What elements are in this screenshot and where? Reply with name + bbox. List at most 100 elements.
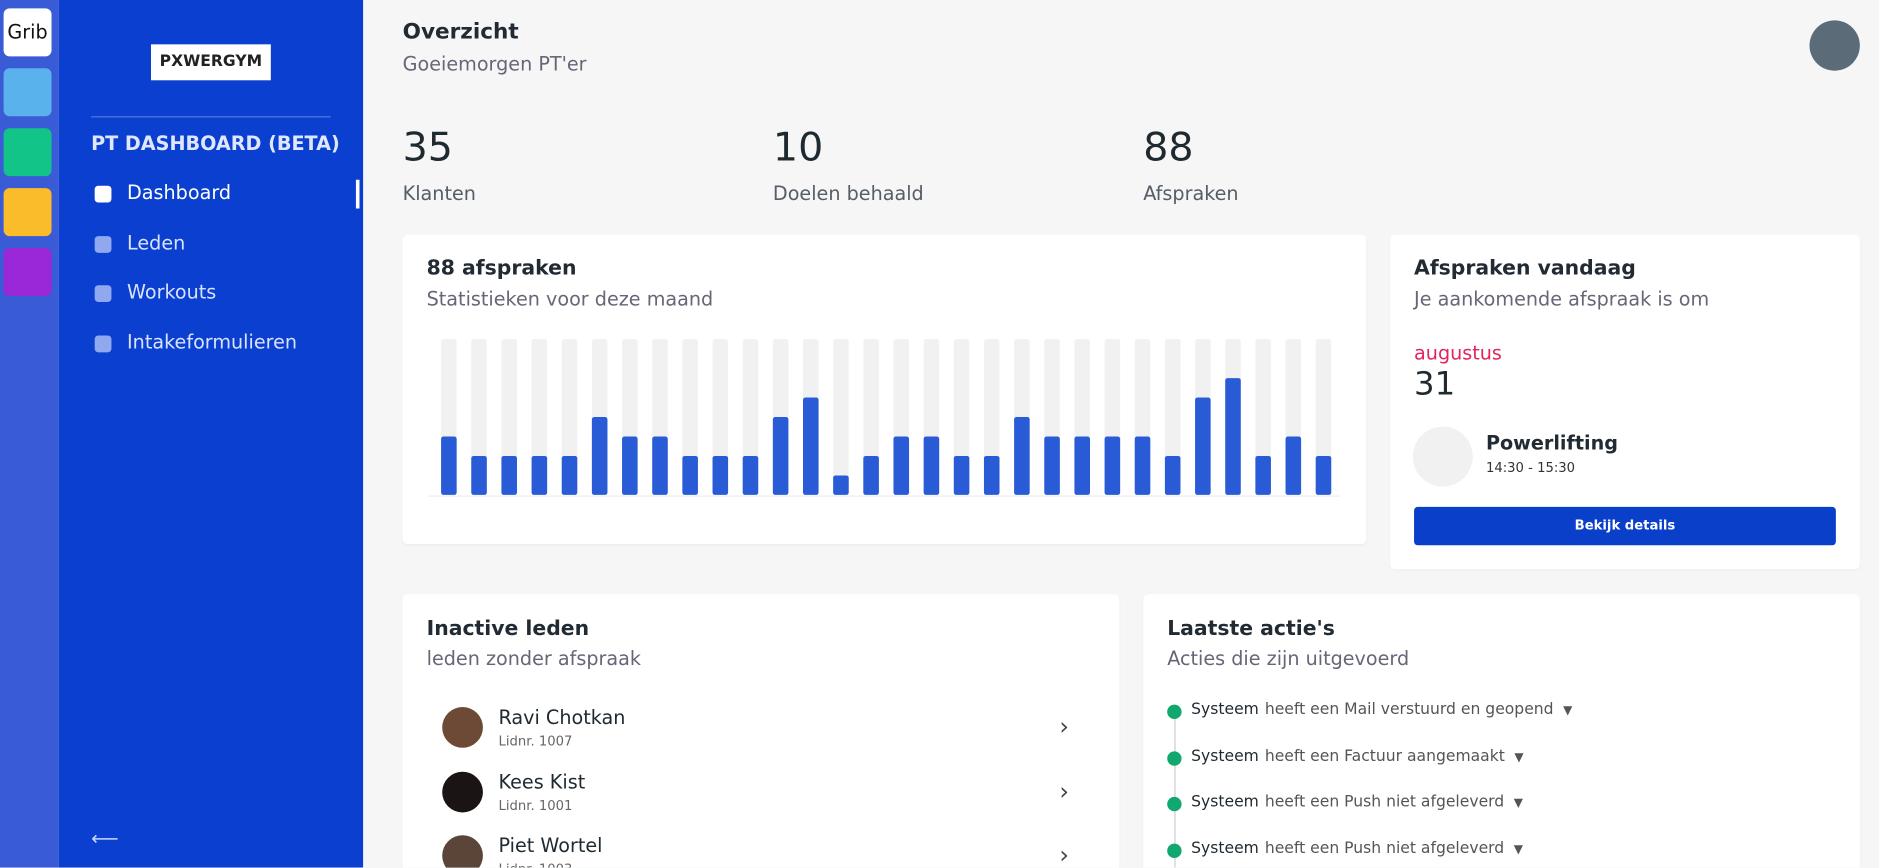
nav-icon[interactable] (94, 235, 112, 253)
event-icon (1412, 426, 1473, 487)
action-row: Systeem heeft een Mail verstuurd en geope… (1191, 701, 1572, 719)
member-id: Lidnr. 1003 (499, 862, 573, 868)
divider (91, 116, 331, 118)
action-actor: Systeem (1191, 747, 1259, 766)
member-name[interactable]: Ravi Chotkan (498, 705, 626, 729)
chevron[interactable]: › (1059, 775, 1069, 805)
details-button[interactable]: Bekijk details (1414, 506, 1836, 546)
inactive-title: Inactive leden (426, 617, 590, 642)
member-name[interactable]: Piet Wortel (498, 834, 603, 857)
logo[interactable]: PXWERGYM (150, 44, 271, 81)
actions-subtitle: Acties die zijn uitgevoerd (1167, 647, 1410, 670)
day: 31 (1414, 365, 1456, 403)
bar (863, 455, 879, 495)
chart-title: 88 afspraken (426, 256, 577, 281)
stat-label: Afspraken (1143, 182, 1239, 205)
member-id: Lidnr. 1001 (498, 797, 573, 814)
bar-track (1164, 339, 1181, 495)
inactive-subtitle: leden zonder afspraak (426, 647, 641, 670)
action-text: heeft een Mail verstuurd en geopend (1264, 701, 1554, 720)
bar (441, 436, 457, 495)
bar (501, 455, 517, 495)
bar (531, 455, 548, 495)
action-text: heeft een Push niet afgeleverd (1264, 793, 1505, 812)
bar (772, 417, 789, 495)
app-icon[interactable]: Grib (3, 8, 52, 57)
section-title: PT DASHBOARD (BETA) (91, 131, 340, 155)
bar (1315, 455, 1332, 495)
action-actor: Systeem (1191, 793, 1259, 812)
bar (471, 455, 487, 495)
chevron[interactable]: › (1059, 840, 1069, 868)
action-text: heeft een Push niet afgeleverd (1264, 839, 1505, 858)
bar (1014, 417, 1030, 495)
bar (591, 417, 608, 495)
action-actor: Systeem (1191, 701, 1259, 720)
event-name: Powerlifting (1485, 431, 1618, 455)
chart (429, 339, 1340, 497)
bar (1164, 455, 1181, 495)
chart-subtitle: Statistieken voor deze maand (426, 287, 714, 311)
bar-track (561, 339, 578, 495)
bar-track (471, 339, 487, 495)
bar-track (501, 339, 517, 495)
bar (652, 436, 668, 495)
nav-item[interactable]: Workouts (127, 280, 217, 304)
bar (1225, 378, 1241, 495)
expand-caret[interactable]: ▼ (1563, 704, 1573, 718)
bar-track (983, 339, 1000, 495)
stat-value: 10 (772, 123, 824, 171)
bar-track (682, 339, 698, 495)
bar (1044, 436, 1060, 495)
member-name[interactable]: Kees Kist (498, 769, 586, 793)
timeline (1174, 714, 1176, 868)
bar (622, 436, 638, 495)
bar-track (742, 339, 759, 495)
event-time: 14:30 - 15:30 (1485, 460, 1576, 476)
member-avatar (442, 771, 483, 812)
expand-caret[interactable]: ▼ (1513, 796, 1523, 811)
action-row: Systeem heeft een Push niet afgeleverd ▼ (1191, 839, 1523, 857)
app-icon[interactable] (3, 68, 52, 117)
bar (923, 436, 940, 495)
nav-item[interactable]: Leden (127, 230, 186, 254)
bar-track (531, 339, 548, 495)
action-row: Systeem heeft een Factuur aangemaakt ▼ (1191, 747, 1524, 765)
month: augustus (1414, 341, 1502, 365)
bar (1104, 436, 1121, 495)
member-avatar (442, 707, 483, 748)
member-avatar (442, 835, 483, 868)
expand-caret[interactable]: ▼ (1514, 750, 1524, 764)
bar (833, 475, 849, 495)
bar-track (953, 339, 970, 495)
nav-icon[interactable] (94, 285, 112, 303)
app-icon[interactable] (3, 188, 52, 237)
action-dot (1167, 796, 1182, 812)
avatar[interactable] (1809, 20, 1860, 71)
bar (1255, 455, 1271, 495)
action-dot (1167, 750, 1182, 766)
page-title: Overzicht (402, 19, 519, 45)
bar-track (1255, 339, 1271, 495)
sidebar (58, 0, 364, 868)
nav-icon[interactable] (94, 185, 112, 203)
collapse-icon[interactable]: ⟵ (91, 826, 119, 850)
bar (561, 455, 578, 495)
member-id: Lidnr. 1007 (498, 733, 573, 749)
action-actor: Systeem (1191, 839, 1259, 858)
expand-caret[interactable]: ▼ (1513, 843, 1523, 857)
bar-track (712, 339, 729, 495)
app-icon[interactable] (3, 128, 52, 177)
app-icon[interactable] (3, 248, 52, 296)
nav-icon[interactable] (94, 335, 112, 353)
page-subtitle: Goeiemorgen PT'er (402, 52, 587, 76)
bar-track (833, 339, 849, 495)
action-dot (1167, 843, 1182, 858)
nav-item[interactable]: Dashboard (127, 180, 232, 204)
action-text: heeft een Factuur aangemaakt (1264, 747, 1505, 766)
stat-value: 88 (1143, 123, 1194, 171)
bar (802, 397, 819, 495)
chevron[interactable]: › (1059, 711, 1069, 741)
nav-item[interactable]: Intakeformulieren (127, 330, 298, 354)
